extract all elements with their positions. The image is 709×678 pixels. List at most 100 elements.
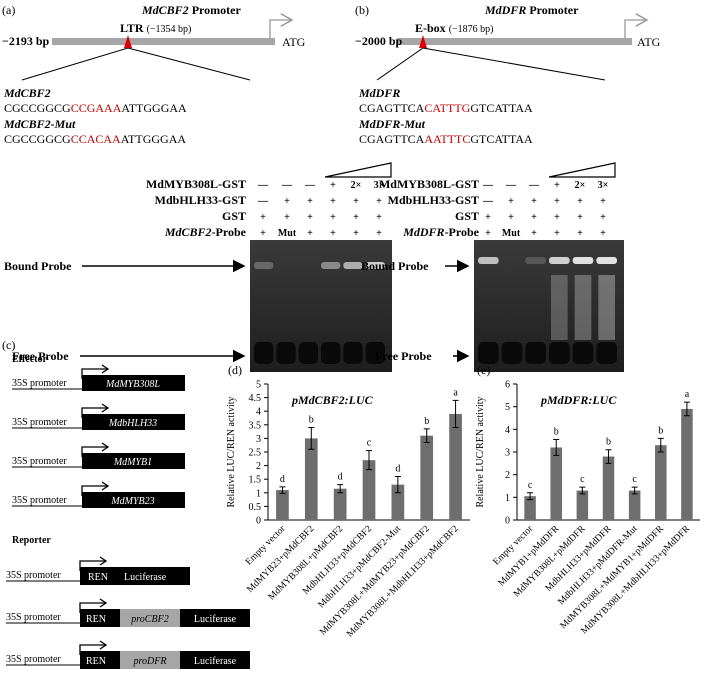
bound-band (572, 257, 594, 264)
y-tick-label: 3.5 (249, 420, 262, 431)
error-bar (423, 428, 430, 443)
element: LTR (−1354 bp) (120, 21, 191, 35)
lane-sign: + (577, 228, 583, 239)
free-band (525, 342, 546, 364)
effector-title: Effector (12, 354, 48, 365)
pro: proDFR (133, 656, 167, 667)
lane-sign: 2× (351, 180, 362, 191)
tss-arrow (624, 20, 647, 38)
row-name: MdbHLH33-GST (155, 193, 246, 207)
free-band (549, 342, 570, 364)
lane-sign: + (554, 196, 560, 207)
error-bar (308, 427, 315, 450)
zoom-line (376, 47, 424, 81)
y-tick-label: 4 (505, 425, 510, 436)
significance-letter: b (606, 437, 611, 448)
bar (333, 488, 347, 520)
seq-label: MdCBF2 (3, 86, 51, 100)
effector-box (82, 375, 185, 391)
y-tick-label: 1 (256, 488, 261, 499)
mut-label: MdCBF2-Mut (3, 117, 76, 131)
lane-sign: + (508, 196, 514, 207)
lane-sign: + (485, 212, 491, 223)
row-name: MdDFR (402, 225, 444, 239)
y-tick-label: 2 (505, 470, 510, 481)
effector-box (82, 453, 185, 469)
element-mark (419, 35, 427, 48)
lane-sign: — (281, 180, 293, 191)
seq-label: MdDFR (358, 86, 400, 100)
atg: ATG (637, 35, 661, 49)
lane-sign: + (600, 228, 606, 239)
row-name: GST (222, 209, 246, 223)
promoter-35s: 35S promoter (12, 417, 67, 428)
panel-label: (e) (477, 363, 490, 377)
charts: (d) Relative LUC/REN activity 0 0.5 1 1.5 2 2.5… (226, 363, 700, 639)
seq-part: CCGAAA (71, 101, 122, 115)
emsa-row-label: MdDFR-Probe (402, 225, 479, 239)
y-tick-label: 0 (256, 516, 261, 527)
seq-part: CCACAA (71, 132, 121, 146)
zoom-line (127, 47, 251, 81)
zoom-line (422, 47, 606, 81)
significance-letter: a (685, 389, 690, 400)
seq-part: GTCATTAA (470, 101, 533, 115)
sequence: CGCCGGCGCCGAAAATTGGGAA (4, 101, 187, 115)
panel-c: (c) Effector 35S promoter MdMYB308L 35S prom… (2, 338, 250, 669)
y-tick-label: 6 (505, 380, 510, 391)
free-band (365, 342, 385, 364)
row-name: MdCBF2 (164, 225, 212, 239)
significance-letter: b (424, 416, 429, 427)
lane-sign: + (376, 196, 382, 207)
arrowhead (101, 481, 110, 491)
bar (628, 490, 641, 520)
promoter-title: MdCBF2 Promoter (141, 3, 241, 17)
bar (681, 408, 693, 520)
element-name: E-box (415, 21, 446, 35)
lane-sign: + (330, 196, 336, 207)
free-band (596, 342, 617, 364)
free-band (572, 342, 594, 364)
pro-box (120, 609, 180, 627)
bound-band (596, 257, 617, 264)
panel-b: (b) MdDFR Promoter −2000 bp ATG E-box (−1876… (355, 3, 661, 372)
start: −2000 bp (355, 34, 403, 48)
error-bar (279, 486, 286, 494)
arrowhead (101, 364, 110, 374)
significance-letter: c (367, 438, 372, 449)
free-band (501, 342, 523, 364)
seq-part: GTCATTAA (470, 132, 533, 146)
seq-part: AATTTC (424, 132, 470, 146)
error-bar (631, 486, 638, 495)
luc: Luciferase (194, 656, 237, 667)
bar (524, 496, 536, 520)
emsa-row-label: MdbHLH33-GST (155, 193, 246, 207)
effector-gene: MdMYB23 (110, 496, 154, 507)
y-axis-label: Relative LUC/REN activity (475, 396, 486, 507)
lane-sign: + (307, 228, 313, 239)
luc-box (180, 651, 250, 669)
element-pos: (−1876 bp) (449, 24, 494, 35)
seq-part: CGCCGGCG (4, 101, 71, 115)
wedge (324, 162, 392, 178)
effector-box (82, 492, 185, 508)
bar (602, 456, 615, 520)
y-tick-label: 2 (256, 461, 261, 472)
y-tick-label: 4.5 (249, 393, 262, 404)
lane-sign: + (307, 196, 313, 207)
lane-sign: — (482, 180, 494, 191)
lane-sign: — (482, 196, 494, 207)
row-name: MdbHLH33-GST (388, 193, 479, 207)
lane-sign: + (577, 212, 583, 223)
lane-sign: + (376, 212, 382, 223)
effector-gene: MdbHLH33 (108, 418, 157, 429)
element-mark (124, 35, 132, 48)
element-name: LTR (120, 21, 144, 35)
row-name: GST (455, 209, 479, 223)
lane-sign: + (554, 228, 560, 239)
lane-sign: — (505, 180, 517, 191)
gene: MdDFR (484, 3, 526, 17)
emsa-row-label: MdMYB308L-GST (379, 177, 479, 191)
seq-part: ATTGGGAA (121, 101, 187, 115)
lane-sign: + (531, 196, 537, 207)
